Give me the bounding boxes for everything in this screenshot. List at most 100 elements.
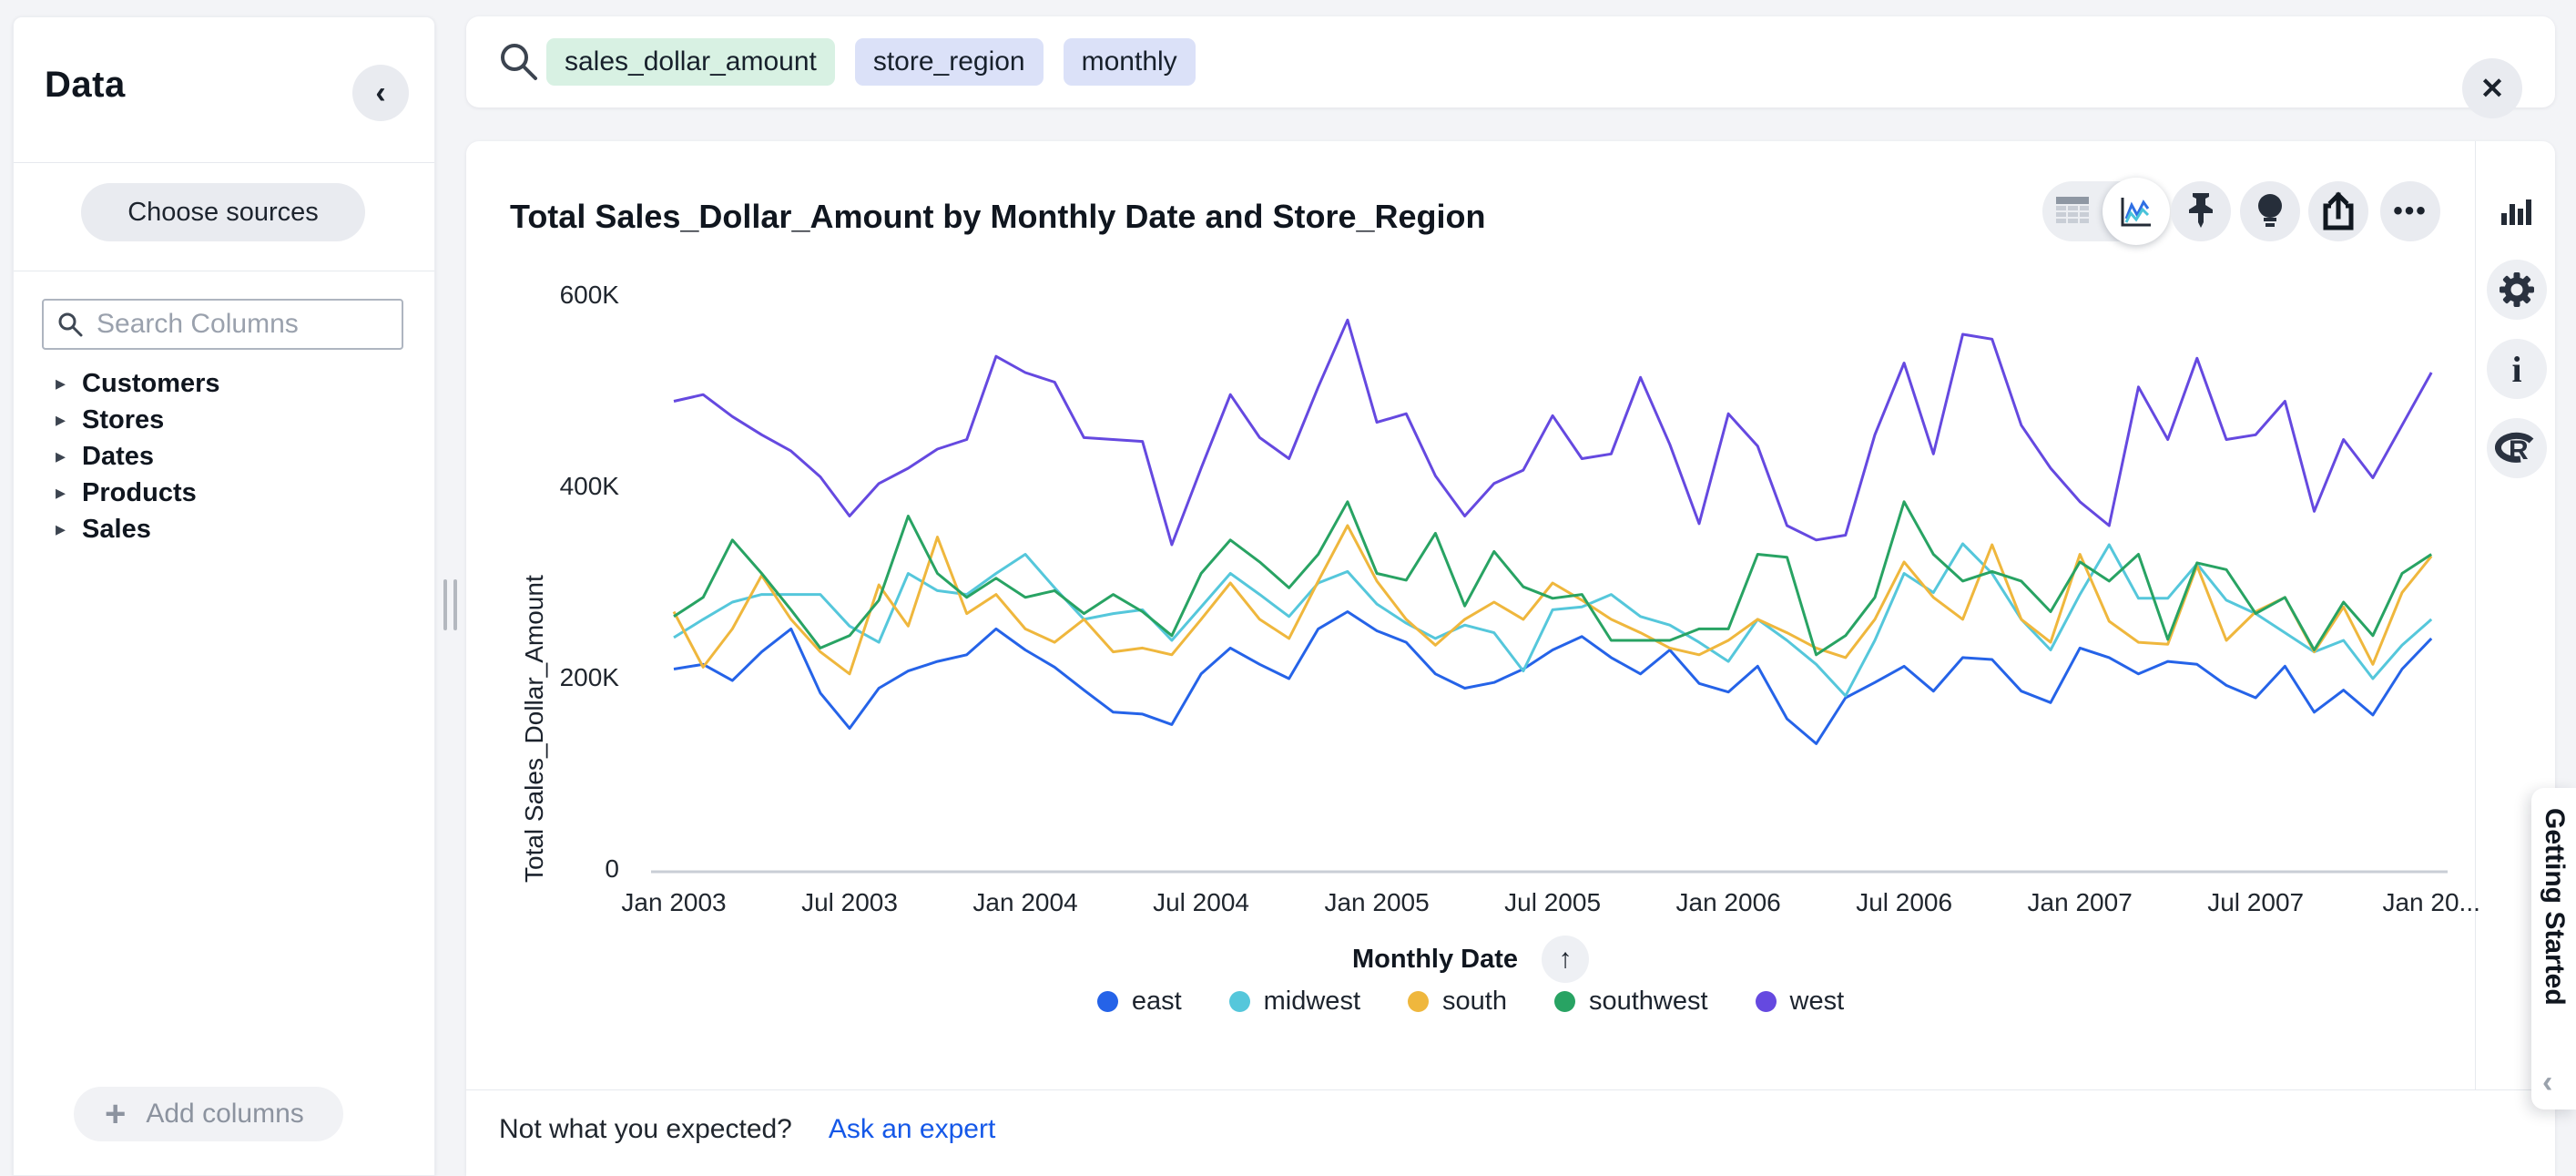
legend-label: southwest — [1589, 987, 1708, 1017]
choose-sources-label: Choose sources — [127, 198, 319, 228]
sort-ascending-button[interactable]: ↑ — [1542, 936, 1589, 983]
add-columns-label: Add columns — [146, 1099, 303, 1130]
x-tick-label: Jul 2005 — [1466, 888, 1639, 917]
x-tick-label: Jan 20... — [2345, 888, 2518, 917]
legend-item-east[interactable]: east — [1097, 987, 1182, 1017]
x-tick-label: Jan 2004 — [939, 888, 1112, 917]
sidebar-tree-item-dates[interactable]: ▸ Dates — [14, 438, 434, 475]
tree-item-label: Customers — [82, 369, 220, 399]
legend-item-southwest[interactable]: southwest — [1554, 987, 1708, 1017]
series-line-midwest[interactable] — [674, 544, 2431, 696]
legend-label: east — [1132, 987, 1182, 1017]
getting-started-label: Getting Started — [2539, 808, 2570, 1006]
tree-item-label: Stores — [82, 405, 164, 435]
divider — [14, 162, 434, 163]
search-token-sales_dollar_amount[interactable]: sales_dollar_amount — [546, 38, 835, 86]
view-toggle — [2042, 181, 2166, 241]
add-columns-button[interactable]: + Add columns — [74, 1087, 343, 1141]
close-icon: ✕ — [2480, 71, 2505, 106]
x-tick-label: Jan 2003 — [587, 888, 760, 917]
x-tick-label: Jan 2007 — [1993, 888, 2166, 917]
footer-question: Not what you expected? — [499, 1114, 792, 1145]
data-panel-title: Data — [45, 65, 126, 106]
series-line-west[interactable] — [674, 320, 2431, 545]
r-analysis-button[interactable]: R — [2487, 418, 2547, 478]
ellipsis-icon: ••• — [2393, 196, 2428, 227]
series-line-south[interactable] — [674, 526, 2431, 674]
search-token-row: sales_dollar_amount store_region monthly — [546, 38, 1196, 86]
data-panel: Data ‹ Choose sources ▸Customers▸Stores▸… — [13, 16, 435, 1176]
share-button[interactable] — [2308, 181, 2368, 241]
expand-caret-icon[interactable]: ▸ — [56, 519, 66, 539]
legend-item-midwest[interactable]: midwest — [1229, 987, 1360, 1017]
change-visualization-button[interactable] — [2487, 181, 2547, 241]
settings-button[interactable] — [2487, 260, 2547, 320]
tree-item-label: Dates — [82, 442, 154, 472]
series-line-southwest[interactable] — [674, 502, 2431, 655]
r-logo-icon: R — [2495, 430, 2539, 466]
legend-item-south[interactable]: south — [1408, 987, 1507, 1017]
legend-dot-southwest — [1554, 991, 1575, 1012]
collapse-panel-button[interactable]: ‹ — [352, 65, 409, 121]
line-chart-icon — [2117, 192, 2155, 230]
chevron-left-icon[interactable]: ‹ — [2542, 1065, 2552, 1100]
column-tree: ▸ Customers ▸ Stores ▸ Dates ▸ Products▸Sales — [14, 365, 434, 547]
info-icon: i — [2511, 348, 2521, 391]
legend-item-west[interactable]: west — [1756, 987, 1845, 1017]
expand-caret-icon[interactable]: ▸ — [56, 373, 66, 394]
more-options-button[interactable]: ••• — [2380, 181, 2440, 241]
plus-icon: + — [105, 1096, 126, 1132]
ask-an-expert-link[interactable]: Ask an expert — [829, 1114, 995, 1145]
answer-card: Total Sales_Dollar_Amount by Monthly Dat… — [466, 141, 2555, 1176]
table-view-icon[interactable] — [2055, 196, 2090, 227]
divider — [466, 1089, 2555, 1090]
expand-caret-icon[interactable]: ▸ — [56, 410, 66, 430]
legend-dot-midwest — [1229, 991, 1250, 1012]
search-token-store_region[interactable]: store_region — [855, 38, 1044, 86]
bar-chart-icon — [2499, 193, 2535, 230]
x-axis-label: Monthly Date — [1352, 945, 1518, 975]
expand-caret-icon[interactable]: ▸ — [56, 483, 66, 503]
legend-dot-east — [1097, 991, 1118, 1012]
chart-title: Total Sales_Dollar_Amount by Monthly Dat… — [510, 198, 1486, 236]
legend-label: west — [1790, 987, 1845, 1017]
search-icon — [56, 311, 84, 338]
legend-dot-south — [1408, 991, 1429, 1012]
expand-caret-icon[interactable]: ▸ — [56, 446, 66, 466]
panel-resize-handle[interactable] — [443, 579, 447, 630]
x-tick-label: Jul 2006 — [1817, 888, 1991, 917]
close-search-button[interactable]: ✕ — [2462, 58, 2522, 118]
search-columns-input[interactable] — [97, 309, 370, 340]
insights-bulb-button[interactable] — [2240, 181, 2300, 241]
line-chart[interactable] — [510, 273, 2477, 911]
search-token-monthly[interactable]: monthly — [1064, 38, 1196, 86]
share-icon — [2320, 191, 2357, 231]
sidebar-tree-item-customers[interactable]: ▸ Customers — [14, 365, 434, 402]
sidebar-tree-item-products[interactable]: ▸ Products — [14, 475, 434, 511]
sidebar-tree-item-sales[interactable]: ▸Sales — [14, 511, 434, 547]
panel-resize-handle[interactable] — [453, 579, 457, 630]
pin-button[interactable] — [2171, 181, 2231, 241]
search-icon — [497, 40, 539, 82]
sidebar-tree-item-stores[interactable]: ▸ Stores — [14, 402, 434, 438]
x-tick-label: Jul 2004 — [1115, 888, 1288, 917]
series-line-east[interactable] — [674, 612, 2431, 744]
x-tick-label: Jan 2005 — [1290, 888, 1463, 917]
choose-sources-button[interactable]: Choose sources — [81, 183, 365, 241]
legend-label: midwest — [1264, 987, 1360, 1017]
info-button[interactable]: i — [2487, 339, 2547, 399]
search-columns-box[interactable] — [42, 299, 403, 350]
chart-legend: east midwest south southwest west — [466, 987, 2475, 1017]
x-tick-label: Jan 2006 — [1642, 888, 1815, 917]
x-tick-label: Jul 2003 — [763, 888, 936, 917]
legend-label: south — [1442, 987, 1507, 1017]
getting-started-tab[interactable]: Getting Started ‹ — [2531, 788, 2576, 1110]
chevron-left-icon: ‹ — [375, 76, 385, 111]
search-bar[interactable]: sales_dollar_amount store_region monthly ✕ — [466, 16, 2555, 107]
chart-view-button-selected[interactable] — [2103, 178, 2170, 245]
tree-item-label: Products — [82, 478, 197, 508]
svg-text:R: R — [2509, 435, 2529, 465]
gear-icon — [2497, 270, 2537, 310]
legend-dot-west — [1756, 991, 1777, 1012]
lightbulb-icon — [2255, 191, 2286, 231]
